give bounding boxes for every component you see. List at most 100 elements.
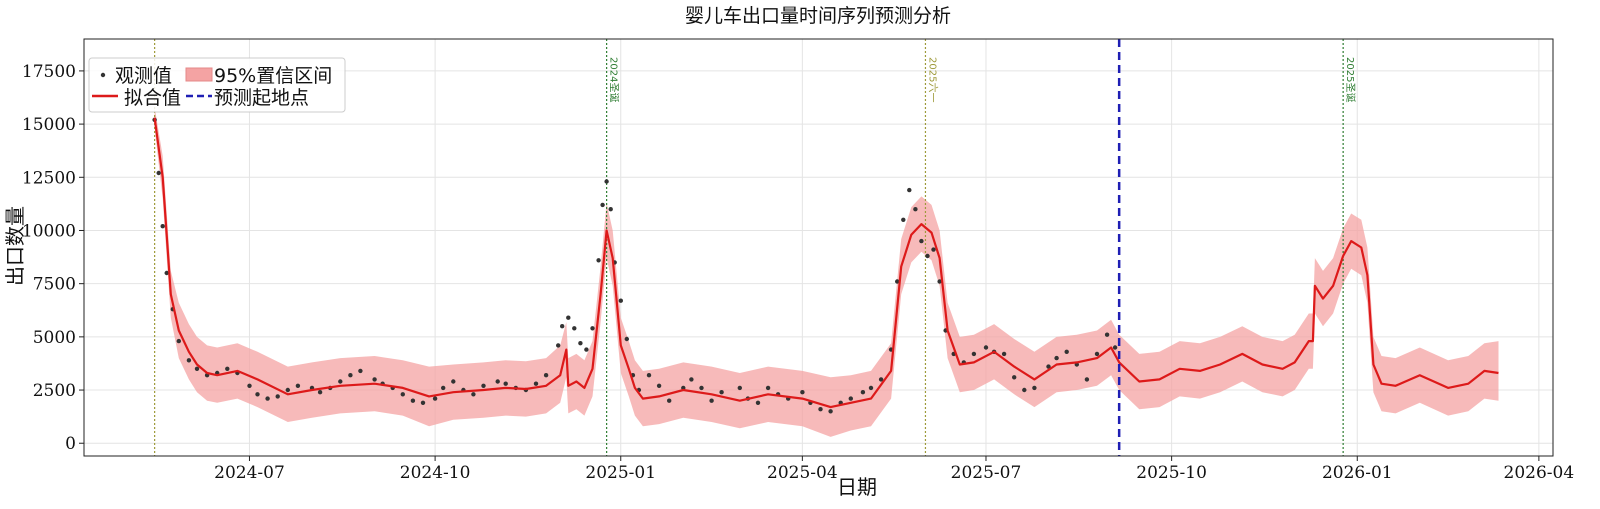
observed-point [186, 358, 192, 363]
observed-point [317, 390, 323, 395]
observed-point [1012, 375, 1017, 380]
observed-point [590, 326, 595, 331]
observed-point [596, 258, 601, 263]
observed-point [420, 400, 426, 405]
y-tick-label: 2500 [33, 381, 76, 401]
observed-point [1054, 355, 1059, 361]
y-tick-label: 12500 [22, 168, 76, 188]
holiday-label: 2025六一 [926, 57, 938, 102]
ci-band-area [154, 107, 1499, 437]
y-tick-label: 5000 [33, 328, 76, 348]
observed-point [919, 238, 924, 244]
observed-point [338, 379, 343, 384]
x-tick-label: 2025-01 [585, 463, 656, 483]
x-tick-label: 2026-04 [1504, 463, 1575, 483]
observed-point [689, 377, 694, 382]
observed-point [194, 366, 200, 371]
observed-point [878, 377, 884, 382]
holiday-label: 2025圣诞 [1344, 57, 1357, 102]
observed-point [931, 247, 936, 252]
observed-point [1084, 377, 1090, 382]
observed-point [913, 207, 918, 212]
x-tick-label: 2025-10 [1136, 463, 1207, 483]
observed-point [560, 324, 565, 329]
legend-fitted-label: 拟合值 [124, 87, 181, 109]
observed-point [765, 385, 771, 391]
observed-point [983, 345, 989, 350]
observed-point [495, 379, 500, 384]
observed-point [901, 217, 906, 222]
observed-point [737, 385, 742, 391]
observed-point [441, 385, 446, 391]
observed-point [156, 170, 161, 176]
x-tick-label: 2025-04 [767, 463, 838, 483]
grid-lines [84, 39, 1553, 456]
legend-forecast-label: 预测起地点 [214, 87, 309, 109]
holiday-label: 2024圣诞 [608, 57, 621, 102]
observed-point [481, 383, 486, 388]
observed-point [895, 279, 900, 284]
observed-point [618, 298, 623, 303]
observed-point [681, 385, 686, 391]
fitted-line-group [153, 117, 1499, 409]
observed-point [265, 396, 270, 401]
y-tick-label: 17500 [22, 62, 76, 82]
observed-point [818, 407, 823, 412]
observed-point [971, 351, 977, 357]
observed-point [225, 366, 230, 371]
observed-point [1001, 351, 1007, 357]
observed-point [848, 396, 853, 401]
observed-point [255, 392, 260, 397]
observed-point [646, 373, 652, 378]
observed-point [176, 338, 181, 344]
observed-point [533, 381, 539, 386]
observed-point [247, 383, 252, 388]
legend-ci-swatch [185, 67, 213, 82]
observed-point [624, 336, 629, 342]
observed-point [566, 315, 571, 320]
observed-point [295, 383, 301, 388]
observed-point [828, 409, 833, 414]
observed-point [656, 383, 662, 388]
y-axis-ticks: 0 2500 5000 7500 10000 12500 15000 17500 [22, 62, 84, 454]
observed-point [699, 385, 704, 391]
y-tick-label: 10000 [22, 221, 76, 241]
confidence-band [154, 107, 1499, 437]
observed-point [584, 347, 589, 352]
observed-point [1094, 351, 1100, 357]
observed-point [860, 390, 866, 395]
observed-point [578, 341, 583, 346]
x-axis-title: 日期 [837, 475, 877, 499]
observed-point [410, 398, 416, 403]
observed-point [164, 270, 169, 276]
observed-point [451, 379, 456, 384]
observed-point [358, 368, 363, 374]
observed-point [755, 400, 761, 405]
observed-point [160, 224, 165, 229]
legend-ci-label: 95%置信区间 [214, 65, 332, 87]
x-tick-label: 2024-07 [214, 463, 285, 483]
observed-point [667, 398, 672, 403]
observed-point [543, 373, 549, 378]
observed-point [1064, 349, 1069, 354]
y-tick-label: 0 [65, 434, 76, 454]
observed-point [868, 385, 874, 391]
legend-observed-label: 观测值 [115, 65, 172, 87]
observed-point [503, 381, 508, 386]
observed-point [348, 373, 353, 378]
x-tick-label: 2025-07 [951, 463, 1022, 483]
observed-point [600, 202, 605, 208]
observed-point [1112, 345, 1118, 350]
observed-point [432, 396, 438, 401]
observed-point [937, 279, 942, 284]
observed-point [1022, 387, 1027, 393]
observed-point [709, 398, 714, 403]
y-axis-title: 出口数量 [3, 206, 27, 286]
legend-observed-marker [100, 72, 106, 78]
x-tick-label: 2026-01 [1322, 463, 1393, 483]
observed-point [1046, 364, 1051, 369]
x-tick-label: 2024-10 [400, 463, 471, 483]
observed-point [925, 253, 930, 259]
observed-points [152, 117, 1118, 414]
observed-point [608, 207, 613, 212]
